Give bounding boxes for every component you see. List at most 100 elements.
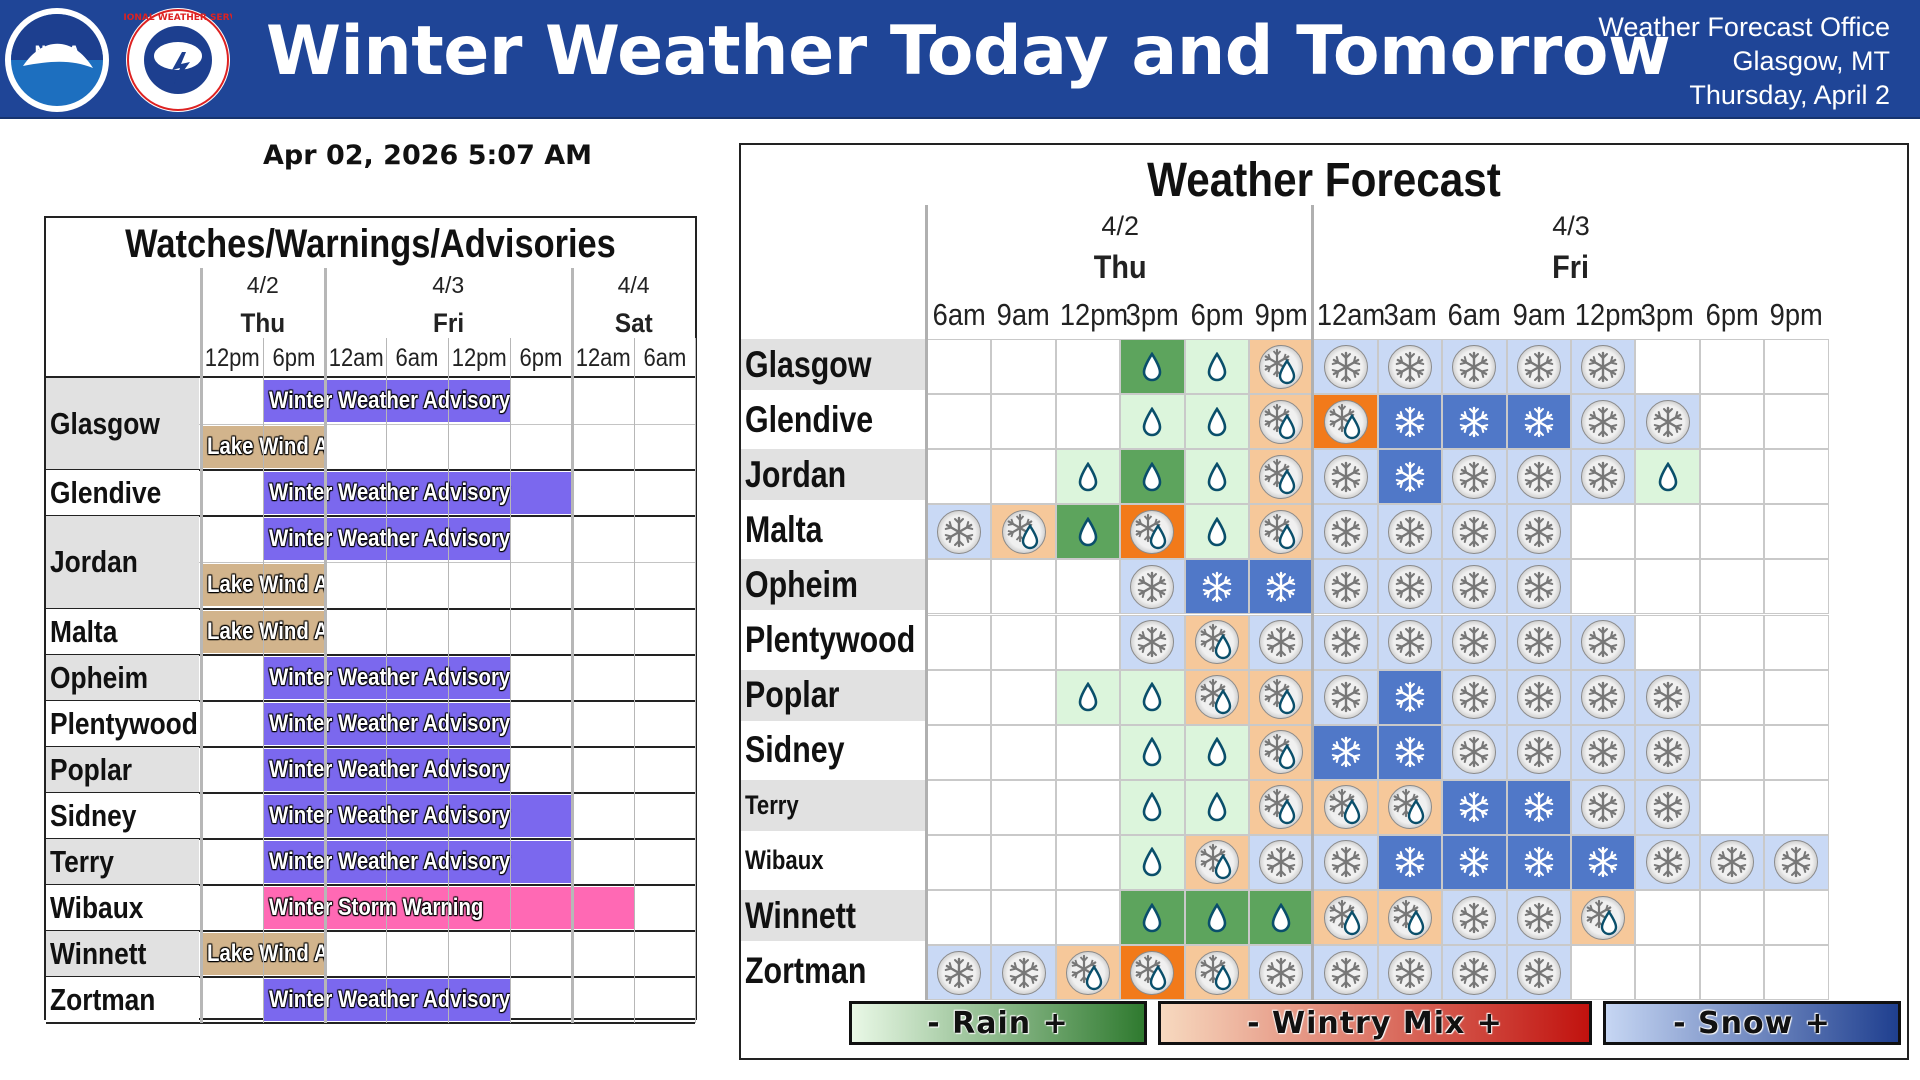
forecast-cell[interactable] [1506,614,1571,670]
forecast-cell[interactable] [1764,834,1829,890]
forecast-cell[interactable] [1249,559,1314,615]
forecast-cell[interactable] [1635,890,1700,946]
forecast-cell[interactable] [1313,559,1378,615]
forecast-cell[interactable] [1699,945,1765,1001]
forecast-cell[interactable] [1313,614,1378,670]
forecast-cell[interactable] [1506,724,1571,780]
forecast-cell[interactable] [1764,614,1829,670]
forecast-cell[interactable] [927,339,992,395]
forecast-cell[interactable] [1635,724,1700,780]
forecast-cell[interactable] [1377,779,1443,835]
forecast-cell[interactable] [1377,669,1443,725]
forecast-cell[interactable] [1764,724,1829,780]
forecast-cell[interactable] [1249,724,1314,780]
forecast-cell[interactable] [1249,945,1314,1001]
forecast-cell[interactable] [1377,504,1443,560]
forecast-cell[interactable] [927,559,992,615]
forecast-cell[interactable] [1184,504,1249,560]
forecast-cell[interactable] [1377,834,1443,890]
forecast-cell[interactable] [1571,394,1636,450]
forecast-cell[interactable] [1120,834,1185,890]
forecast-cell[interactable] [1635,614,1700,670]
forecast-cell[interactable] [1184,614,1249,670]
forecast-cell[interactable] [1506,779,1571,835]
forecast-cell[interactable] [1184,945,1249,1001]
forecast-cell[interactable] [1249,834,1314,890]
forecast-cell[interactable] [1055,339,1121,395]
forecast-cell[interactable] [1120,945,1185,1001]
forecast-cell[interactable] [1442,339,1507,395]
forecast-cell[interactable] [1055,614,1121,670]
forecast-cell[interactable] [1313,945,1378,1001]
forecast-cell[interactable] [1699,559,1765,615]
forecast-cell[interactable] [1377,945,1443,1001]
forecast-cell[interactable] [1571,339,1636,395]
forecast-cell[interactable] [1249,504,1314,560]
forecast-cell[interactable] [1442,779,1507,835]
forecast-cell[interactable] [1377,614,1443,670]
forecast-cell[interactable] [1764,779,1829,835]
forecast-cell[interactable] [1249,614,1314,670]
forecast-cell[interactable] [1506,394,1571,450]
forecast-cell[interactable] [1571,724,1636,780]
forecast-cell[interactable] [1571,669,1636,725]
forecast-cell[interactable] [991,449,1056,505]
forecast-cell[interactable] [1249,394,1314,450]
forecast-cell[interactable] [927,890,992,946]
forecast-cell[interactable] [1377,559,1443,615]
forecast-cell[interactable] [991,890,1056,946]
forecast-cell[interactable] [1055,394,1121,450]
forecast-cell[interactable] [1699,834,1765,890]
forecast-cell[interactable] [1506,559,1571,615]
forecast-cell[interactable] [991,669,1056,725]
forecast-cell[interactable] [1764,559,1829,615]
forecast-cell[interactable] [1313,779,1378,835]
forecast-cell[interactable] [927,945,992,1001]
forecast-cell[interactable] [1764,339,1829,395]
forecast-cell[interactable] [991,945,1056,1001]
forecast-cell[interactable] [1377,394,1443,450]
forecast-cell[interactable] [1699,669,1765,725]
forecast-cell[interactable] [991,504,1056,560]
forecast-cell[interactable] [1699,779,1765,835]
forecast-cell[interactable] [1055,834,1121,890]
forecast-cell[interactable] [1377,724,1443,780]
forecast-cell[interactable] [1699,890,1765,946]
forecast-cell[interactable] [1635,559,1700,615]
forecast-cell[interactable] [991,834,1056,890]
advisory-band[interactable]: Winter Weather Advisory [262,794,572,837]
forecast-cell[interactable] [1120,669,1185,725]
forecast-cell[interactable] [1506,945,1571,1001]
forecast-cell[interactable] [1055,724,1121,780]
forecast-cell[interactable] [1699,724,1765,780]
forecast-cell[interactable] [1764,449,1829,505]
forecast-cell[interactable] [1571,504,1636,560]
forecast-cell[interactable] [1635,779,1700,835]
forecast-cell[interactable] [1120,724,1185,780]
forecast-cell[interactable] [1249,449,1314,505]
forecast-cell[interactable] [1120,449,1185,505]
forecast-cell[interactable] [991,614,1056,670]
forecast-cell[interactable] [1313,449,1378,505]
forecast-cell[interactable] [1442,834,1507,890]
forecast-cell[interactable] [1313,834,1378,890]
forecast-cell[interactable] [1635,669,1700,725]
forecast-cell[interactable] [1184,779,1249,835]
forecast-cell[interactable] [1635,945,1700,1001]
forecast-cell[interactable] [1313,724,1378,780]
forecast-cell[interactable] [1442,945,1507,1001]
forecast-cell[interactable] [1184,394,1249,450]
forecast-cell[interactable] [1442,394,1507,450]
forecast-cell[interactable] [1055,669,1121,725]
forecast-cell[interactable] [927,779,992,835]
forecast-cell[interactable] [1635,449,1700,505]
forecast-cell[interactable] [1120,614,1185,670]
forecast-cell[interactable] [1055,779,1121,835]
forecast-cell[interactable] [1506,669,1571,725]
forecast-cell[interactable] [1571,834,1636,890]
forecast-cell[interactable] [927,834,992,890]
forecast-cell[interactable] [1249,890,1314,946]
forecast-cell[interactable] [1506,339,1571,395]
forecast-cell[interactable] [1442,890,1507,946]
forecast-cell[interactable] [1184,449,1249,505]
